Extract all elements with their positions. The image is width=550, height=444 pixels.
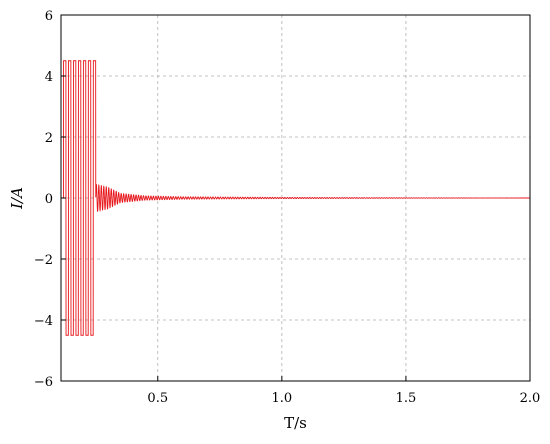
y-tick-label: 0	[45, 192, 53, 207]
x-tick-label: 1.0	[272, 391, 293, 406]
y-tick-label: −2	[34, 253, 53, 268]
y-tick-label: −6	[34, 375, 53, 390]
y-tick-label: −4	[34, 314, 53, 329]
x-tick-label: 1.5	[396, 391, 417, 406]
y-axis-title: I/A	[8, 187, 26, 210]
y-tick-label: 2	[45, 131, 53, 146]
x-tick-label: 0.5	[147, 391, 168, 406]
plot-area	[61, 60, 530, 336]
x-axis-title: T/s	[284, 414, 307, 432]
current-series-line	[61, 60, 530, 336]
y-tick-label: 4	[45, 70, 53, 85]
ticks: −6 −4 −2 0 2 4 6 0.5 1.0 1.5 2.0	[34, 9, 541, 406]
y-tick-label: 6	[45, 9, 53, 24]
x-tick-label: 2.0	[520, 391, 541, 406]
